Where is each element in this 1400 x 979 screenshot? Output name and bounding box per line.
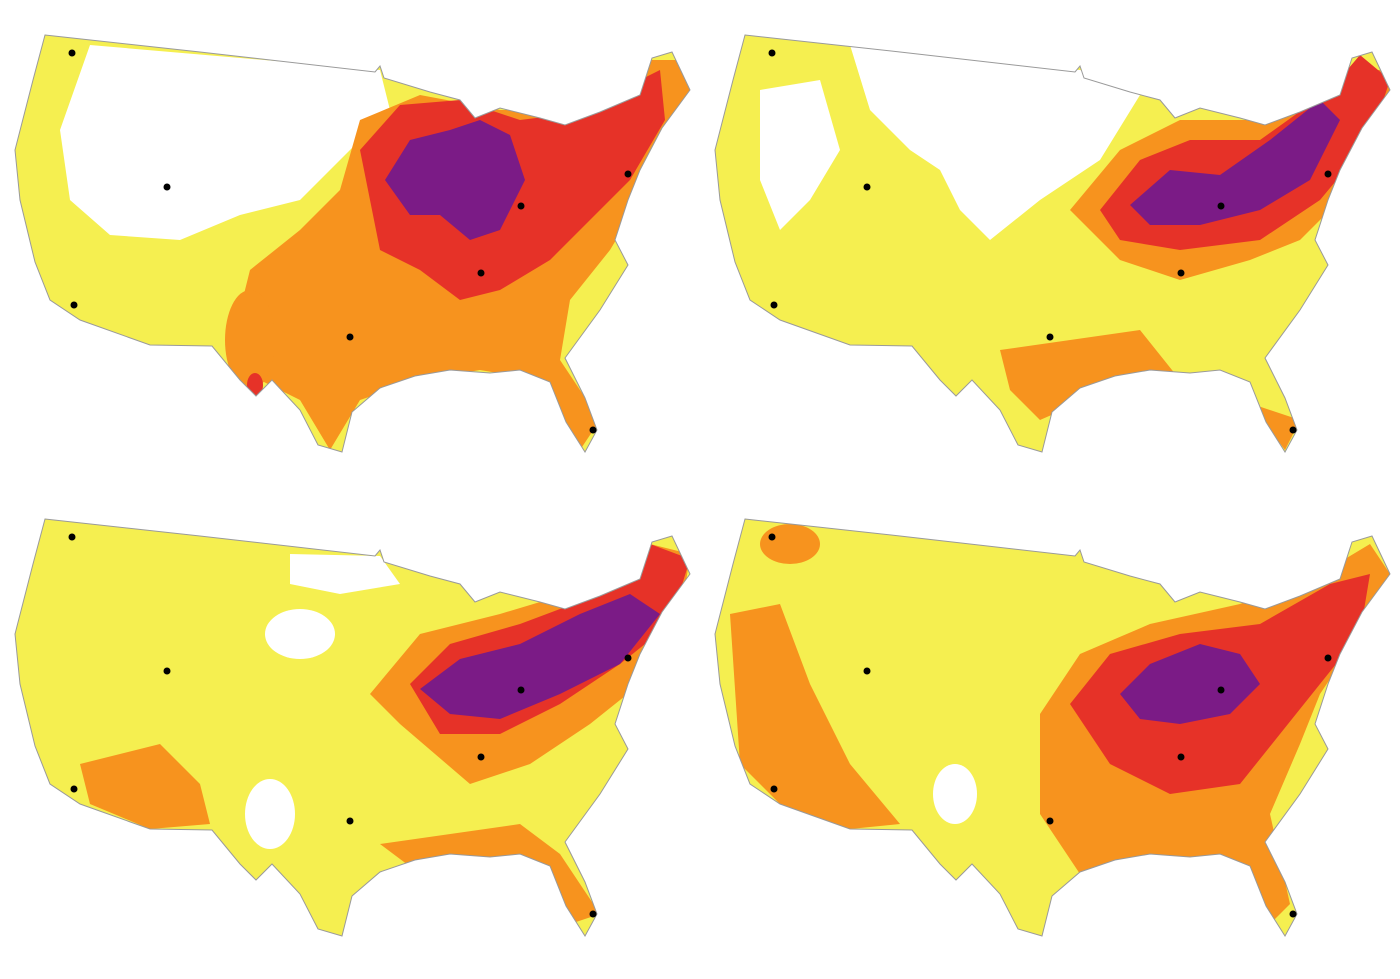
map-fill (715, 519, 1390, 936)
map-top-right (714, 34, 1391, 453)
map-fill (15, 35, 690, 452)
map-fill (715, 35, 1390, 452)
map-fill (15, 519, 690, 936)
map-bottom-right (714, 518, 1391, 937)
map-top-left (14, 34, 691, 453)
map-bottom-left (14, 518, 691, 937)
